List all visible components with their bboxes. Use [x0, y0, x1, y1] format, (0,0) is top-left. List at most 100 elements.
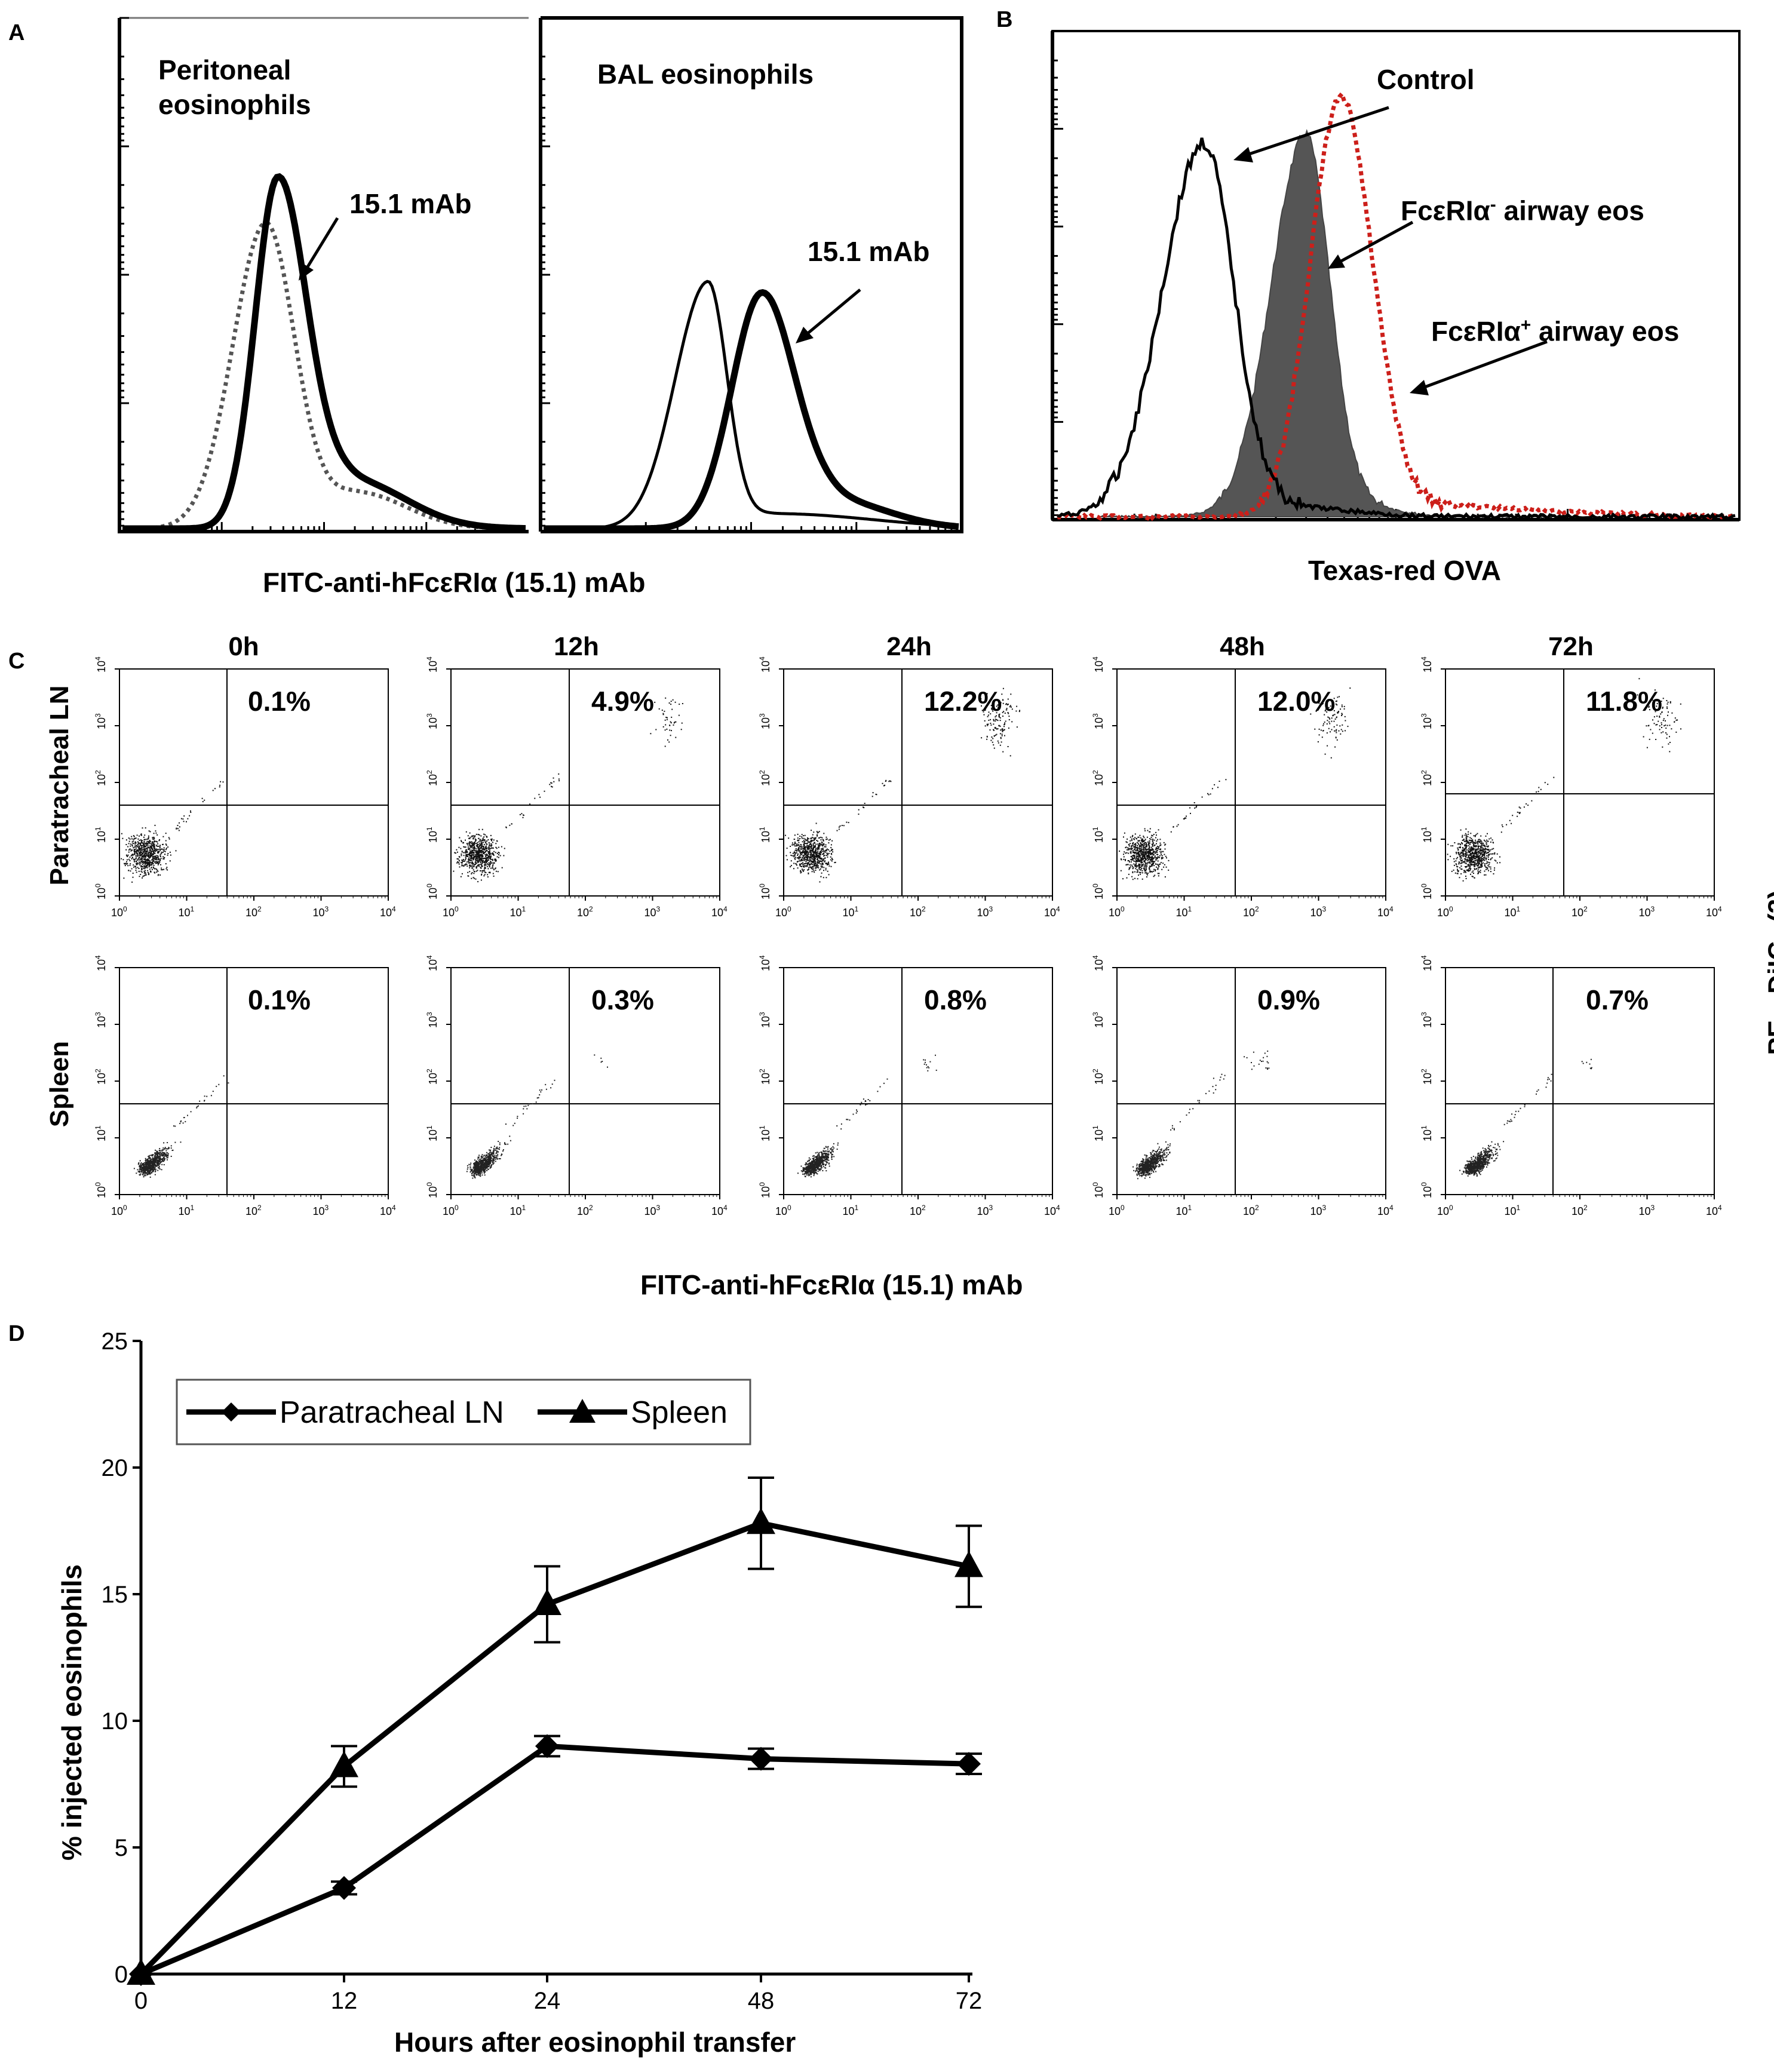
x-tick-label: 103	[977, 1204, 993, 1217]
y-tick-label: 101	[1091, 1125, 1105, 1141]
panel-d-series	[127, 1476, 983, 1986]
upper-right-percent: 12.0%	[1257, 686, 1335, 717]
y-tick-label: 103	[1091, 713, 1105, 729]
diamond-marker	[332, 1875, 356, 1900]
x-tick-label: 103	[313, 905, 329, 919]
control-arrow	[1245, 106, 1389, 157]
y-tick-label: 5	[115, 1835, 128, 1861]
y-tick-label: 100	[94, 1182, 108, 1198]
diamond-marker	[749, 1746, 773, 1771]
legend-diamond-icon	[222, 1402, 241, 1422]
y-tick-label: 25	[102, 1328, 128, 1355]
peritoneal-title-line1: Peritoneal	[158, 54, 291, 85]
dot-plot-paratracheal-12h: 100 100 101 101 102 102 103 103 104 104 4.9%	[425, 656, 728, 919]
panel-d-legend: Paratracheal LN Spleen	[176, 1379, 751, 1445]
y-tick-label: 101	[758, 827, 772, 843]
x-tick-label: 102	[245, 905, 262, 919]
y-tick-label: 103	[1420, 713, 1434, 729]
y-tick-label: 104	[425, 955, 439, 971]
neg-label: FcεRIα- airway eos	[1401, 188, 1644, 228]
time-label-12h: 12h	[554, 632, 599, 661]
y-tick-label: 100	[1420, 883, 1434, 900]
panel-d-axes	[139, 1341, 972, 1976]
neg-arrow	[1337, 220, 1414, 265]
panel-c-dot-plots: 100 100 101 101 102 102 103 103 104 104 0.1% 100 100…	[94, 656, 1722, 1217]
y-tick-label: 101	[1420, 1125, 1434, 1141]
bal-15-1-curve	[544, 289, 959, 532]
x-tick-label: 103	[1639, 905, 1655, 919]
x-tick-label: 103	[1310, 1204, 1327, 1217]
y-tick-label: 0	[115, 1962, 128, 1988]
y-tick-label: 100	[1091, 1182, 1105, 1198]
x-tick-label: 104	[1706, 905, 1722, 919]
upper-right-percent: 0.7%	[1586, 984, 1649, 1015]
pos-arrow	[1421, 340, 1548, 390]
neg-label-suffix: airway eos	[1496, 195, 1644, 226]
upper-right-percent: 0.9%	[1257, 984, 1320, 1015]
y-tick-label: 20	[102, 1455, 128, 1481]
pos-label: FcεRIα+ airway eos	[1431, 308, 1679, 348]
scatter-dots	[133, 1075, 229, 1178]
y-tick-label: 102	[94, 770, 108, 786]
y-tick-label: 101	[94, 1125, 108, 1141]
upper-right-percent: 0.1%	[248, 984, 311, 1015]
control-arrowhead	[1233, 147, 1253, 162]
upper-right-percent: 11.8%	[1586, 686, 1662, 717]
x-tick-label: 100	[1109, 1204, 1125, 1217]
panel-a-histograms	[118, 16, 963, 533]
x-tick-label: 100	[443, 905, 459, 919]
y-tick-label: 102	[758, 770, 772, 786]
y-tick-label: 104	[758, 955, 772, 971]
x-tick-label: 103	[644, 1204, 661, 1217]
panel-a-letter: A	[8, 20, 25, 45]
x-tick-label: 101	[179, 1204, 195, 1217]
upper-right-percent: 0.3%	[591, 984, 654, 1015]
peritoneal-title-line2: eosinophils	[158, 89, 311, 120]
pos-arrowhead	[1410, 380, 1429, 395]
y-tick-label: 10	[102, 1708, 128, 1735]
neg-label-sup: -	[1490, 195, 1496, 214]
x-tick-label: 102	[245, 1204, 262, 1217]
x-tick-label: 102	[1572, 1204, 1588, 1217]
neg-arrowhead	[1328, 254, 1345, 269]
x-tick-label: 100	[775, 1204, 791, 1217]
y-tick-label: 104	[1091, 656, 1105, 673]
control-label: Control	[1377, 64, 1475, 95]
triangle-marker	[330, 1751, 358, 1778]
upper-right-percent: 0.8%	[924, 984, 987, 1015]
bal-arrowhead	[796, 327, 814, 343]
x-tick-label: 102	[910, 1204, 926, 1217]
y-tick-label: 102	[94, 1069, 108, 1085]
y-tick-label: 102	[425, 770, 439, 786]
y-tick-label: 103	[758, 1012, 772, 1028]
time-label-0h: 0h	[228, 632, 259, 661]
bal-control-curve	[544, 280, 959, 530]
neg-label-prefix: FcεRIα	[1401, 195, 1490, 226]
x-tick-label: 103	[977, 905, 993, 919]
scatter-dots	[453, 697, 683, 883]
panel-a-right-frame	[539, 16, 963, 533]
bal-annotation: 15.1 mAb	[808, 236, 930, 267]
x-tick-label: 104	[1044, 905, 1060, 919]
series-line	[140, 1743, 969, 1977]
x-tick-label: 104	[380, 905, 396, 919]
x-tick-label: 103	[644, 905, 661, 919]
peritoneal-15-1-curve	[122, 173, 526, 532]
scatter-dots	[785, 687, 1021, 883]
x-tick-label: 101	[510, 905, 526, 919]
x-tick-label: 103	[1639, 1204, 1655, 1217]
pos-label-sup: +	[1520, 315, 1531, 335]
y-tick-label: 101	[94, 827, 108, 843]
fceria-pos-histogram	[1057, 89, 1736, 521]
x-tick-label: 101	[179, 905, 195, 919]
x-tick-label: 100	[1109, 905, 1125, 919]
scatter-dots	[1119, 687, 1351, 880]
panel-c-xlabel: FITC-anti-hFcεRIα (15.1) mAb	[640, 1269, 1023, 1300]
series-paratracheal-ln	[129, 1734, 982, 1986]
x-tick-label: 101	[510, 1204, 526, 1217]
panel-a-right-ticks	[539, 17, 958, 532]
